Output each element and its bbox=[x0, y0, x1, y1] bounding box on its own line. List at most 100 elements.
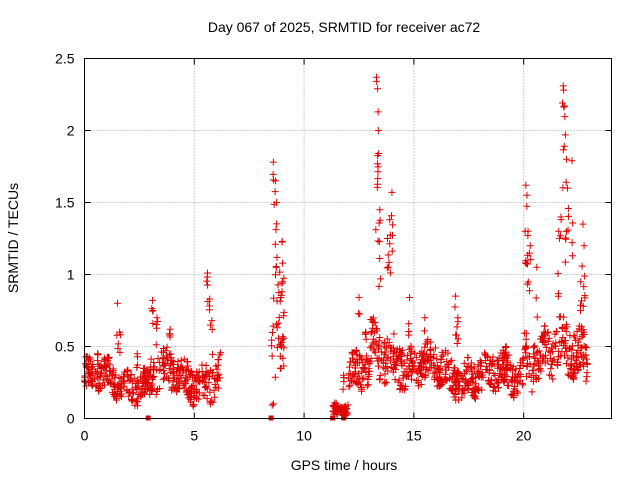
grid bbox=[84, 58, 612, 419]
data-point bbox=[375, 337, 383, 345]
data-point bbox=[193, 368, 201, 376]
data-point bbox=[569, 372, 577, 380]
data-point bbox=[463, 363, 471, 371]
data-point bbox=[407, 342, 415, 350]
data-point bbox=[522, 344, 530, 352]
data-point bbox=[393, 345, 401, 353]
data-point bbox=[429, 369, 437, 377]
data-point bbox=[563, 344, 571, 352]
y-tick-label: 1.5 bbox=[55, 195, 75, 211]
data-point bbox=[452, 292, 460, 300]
data-point bbox=[572, 336, 580, 344]
data-point bbox=[545, 347, 553, 355]
data-point bbox=[548, 360, 556, 368]
data-point bbox=[146, 390, 154, 398]
data-point bbox=[544, 328, 552, 336]
data-point bbox=[358, 375, 366, 383]
data-point bbox=[190, 388, 198, 396]
data-point bbox=[113, 389, 121, 397]
data-point bbox=[148, 376, 156, 384]
data-point bbox=[351, 361, 359, 369]
data-point bbox=[452, 390, 460, 398]
data-point bbox=[388, 247, 396, 255]
data-point bbox=[116, 348, 124, 356]
data-point bbox=[139, 373, 147, 381]
data-point bbox=[275, 319, 283, 327]
data-point bbox=[164, 356, 172, 364]
data-point bbox=[536, 365, 544, 373]
data-point bbox=[203, 395, 211, 403]
data-point bbox=[513, 379, 521, 387]
data-point bbox=[578, 262, 586, 270]
data-point bbox=[82, 362, 90, 370]
data-point bbox=[579, 220, 587, 228]
data-point bbox=[523, 353, 531, 361]
data-point bbox=[409, 358, 417, 366]
data-point bbox=[516, 359, 524, 367]
data-point bbox=[348, 350, 356, 358]
data-point bbox=[549, 375, 557, 383]
data-point bbox=[153, 324, 161, 332]
data-point bbox=[434, 382, 442, 390]
data-point bbox=[580, 242, 588, 250]
data-point bbox=[362, 335, 370, 343]
data-point bbox=[276, 352, 284, 360]
data-point bbox=[481, 351, 489, 359]
data-point bbox=[206, 388, 214, 396]
data-point bbox=[390, 330, 398, 338]
data-point bbox=[276, 297, 284, 305]
data-point bbox=[273, 253, 281, 261]
data-point bbox=[182, 380, 190, 388]
data-point bbox=[89, 371, 97, 379]
data-point bbox=[578, 343, 586, 351]
data-point bbox=[545, 371, 553, 379]
data-point bbox=[533, 348, 541, 356]
data-point bbox=[453, 323, 461, 331]
data-point bbox=[129, 388, 137, 396]
data-point bbox=[530, 350, 538, 358]
data-point bbox=[168, 385, 176, 393]
data-point bbox=[146, 363, 154, 371]
data-point bbox=[268, 401, 276, 409]
data-point bbox=[346, 358, 354, 366]
data-point bbox=[187, 384, 195, 392]
data-point bbox=[166, 325, 174, 333]
data-point bbox=[438, 352, 446, 360]
data-point bbox=[205, 302, 213, 310]
data-point bbox=[582, 377, 590, 385]
data-point bbox=[535, 357, 543, 365]
data-point bbox=[278, 288, 286, 296]
data-point bbox=[278, 279, 286, 287]
data-point bbox=[203, 273, 211, 281]
data-point bbox=[524, 359, 532, 367]
data-point bbox=[96, 385, 104, 393]
data-point bbox=[271, 188, 279, 196]
data-point bbox=[388, 188, 396, 196]
data-point bbox=[535, 375, 543, 383]
data-point bbox=[545, 334, 553, 342]
data-point bbox=[132, 380, 140, 388]
data-point bbox=[469, 375, 477, 383]
data-point bbox=[276, 268, 284, 276]
data-point bbox=[494, 356, 502, 364]
data-point bbox=[339, 385, 347, 393]
data-point bbox=[533, 263, 541, 271]
data-point bbox=[560, 102, 568, 110]
data-point bbox=[331, 401, 339, 409]
data-point bbox=[154, 318, 162, 326]
data-point bbox=[269, 400, 277, 408]
data-point bbox=[577, 344, 585, 352]
data-point bbox=[547, 372, 555, 380]
data-point bbox=[424, 367, 432, 375]
data-point bbox=[550, 355, 558, 363]
data-point bbox=[573, 353, 581, 361]
data-point bbox=[126, 376, 134, 384]
data-point bbox=[431, 344, 439, 352]
data-point bbox=[272, 177, 280, 185]
x-axis-label: GPS time / hours bbox=[291, 457, 398, 473]
data-point bbox=[345, 374, 353, 382]
data-point bbox=[395, 376, 403, 384]
data-point bbox=[490, 382, 498, 390]
data-point bbox=[269, 170, 277, 178]
data-point bbox=[114, 340, 122, 348]
